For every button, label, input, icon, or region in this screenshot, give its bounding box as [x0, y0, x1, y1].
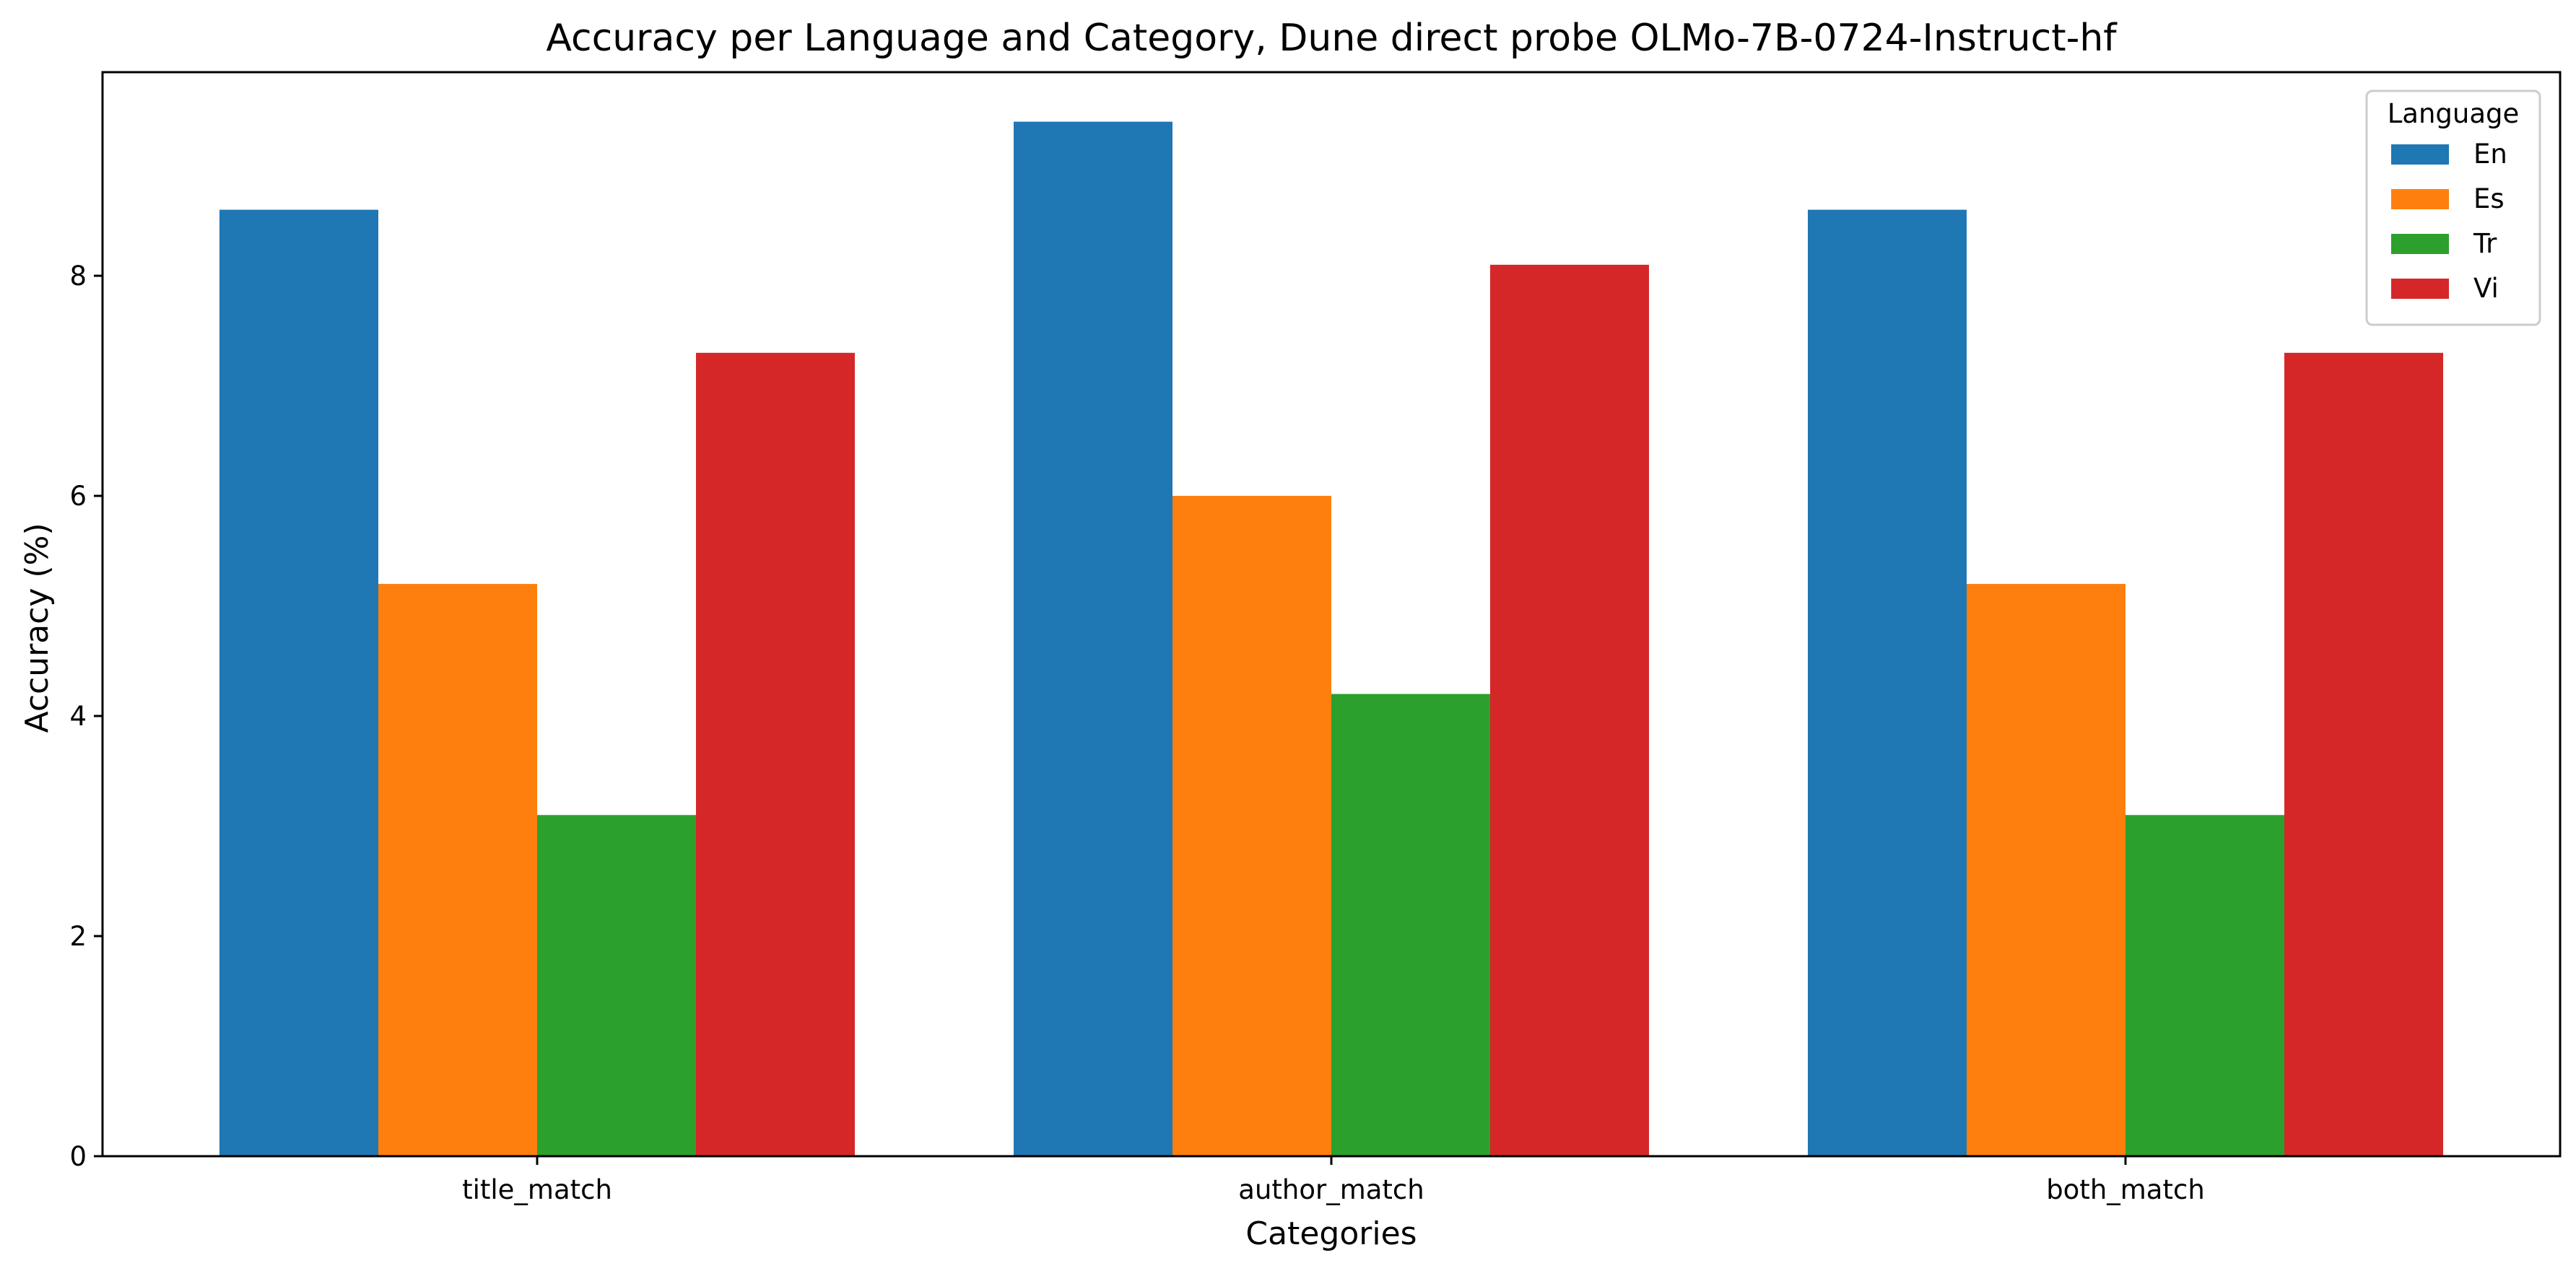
y-tick-label: 6: [69, 481, 87, 512]
y-axis-label: Accuracy (%): [19, 523, 56, 733]
bar-tr-both-match: [2125, 815, 2284, 1156]
x-tick-label: both_match: [2046, 1174, 2205, 1205]
legend-label-tr: Tr: [2473, 228, 2497, 259]
bar-es-author-match: [1172, 496, 1331, 1156]
bar-vi-both-match: [2284, 352, 2443, 1156]
x-axis-label: Categories: [1245, 1215, 1417, 1252]
y-tick-label: 2: [69, 921, 87, 952]
legend-items: En Es Tr Vi: [2391, 139, 2507, 304]
bar-es-both-match: [1967, 584, 2125, 1156]
legend-swatch-tr: [2391, 234, 2449, 254]
x-tick-label: author_match: [1238, 1174, 1424, 1205]
y-tick-label: 8: [69, 261, 87, 292]
legend-label-en: En: [2473, 139, 2507, 170]
legend-swatch-es: [2391, 189, 2449, 209]
y-tick-label: 4: [69, 701, 87, 732]
chart-title: Accuracy per Language and Category, Dune…: [546, 17, 2118, 60]
x-tick-label: title_match: [462, 1174, 612, 1205]
legend-title: Language: [2388, 98, 2520, 129]
bar-es-title-match: [378, 584, 537, 1156]
legend-swatch-en: [2391, 144, 2449, 165]
bar-vi-title-match: [696, 352, 855, 1156]
x-axis-ticks: title_match author_match both_match: [462, 1156, 2205, 1205]
legend-label-es: Es: [2473, 183, 2505, 214]
bar-en-both-match: [1808, 209, 1967, 1156]
legend-swatch-vi: [2391, 279, 2449, 299]
bar-en-author-match: [1014, 121, 1172, 1157]
y-tick-label: 0: [69, 1141, 87, 1172]
bar-tr-title-match: [537, 815, 696, 1156]
legend-label-vi: Vi: [2473, 273, 2499, 304]
y-axis-ticks: 0 2 4 6 8: [69, 261, 103, 1172]
plot-frame: [101, 71, 2562, 1158]
bar-en-title-match: [219, 209, 378, 1156]
legend: Language En Es Tr Vi: [2365, 89, 2541, 326]
bar-vi-author-match: [1490, 264, 1649, 1156]
bar-tr-author-match: [1331, 694, 1490, 1156]
bars-group: [219, 121, 2443, 1157]
